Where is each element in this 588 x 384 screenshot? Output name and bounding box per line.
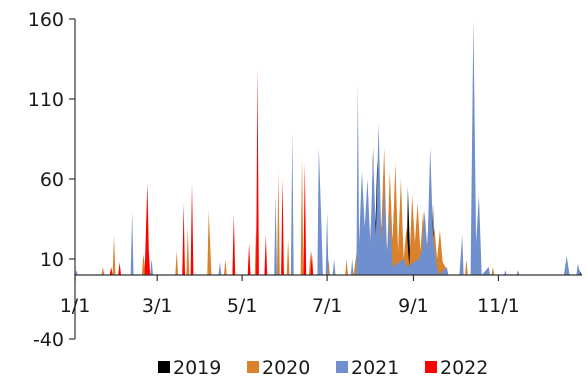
x-tick-label: 9/1 xyxy=(398,295,429,317)
y-tick-label: 60 xyxy=(40,169,64,191)
series-area-2021 xyxy=(75,19,581,275)
x-tick-label: 3/1 xyxy=(142,295,173,317)
legend-swatch-2022 xyxy=(425,361,437,373)
series-area-2020 xyxy=(101,147,495,275)
plot-areas xyxy=(75,19,582,275)
legend-swatch-2021 xyxy=(336,361,348,373)
y-tick-label: -40 xyxy=(33,329,64,351)
legend-swatch-2019 xyxy=(158,361,170,373)
y-tick-label: 10 xyxy=(40,249,64,271)
x-tick-label: 7/1 xyxy=(312,295,343,317)
x-tick-label: 1/1 xyxy=(60,295,91,317)
y-tick-label: 110 xyxy=(28,89,64,111)
legend-label-2021: 2021 xyxy=(351,357,399,379)
axes: -40 10 60 110 160 1/1 3/1 5/1 7/1 9/1 11/1 xyxy=(28,9,582,351)
legend: 2019 2020 2021 2022 xyxy=(158,357,488,379)
legend-swatch-2020 xyxy=(247,361,259,373)
y-tick-label: 160 xyxy=(28,9,64,31)
legend-label-2022: 2022 xyxy=(440,357,488,379)
series-area-2022 xyxy=(109,67,314,275)
x-tick-label: 5/1 xyxy=(227,295,258,317)
legend-label-2020: 2020 xyxy=(262,357,310,379)
legend-label-2019: 2019 xyxy=(173,357,221,379)
x-tick-label: 11/1 xyxy=(477,295,520,317)
